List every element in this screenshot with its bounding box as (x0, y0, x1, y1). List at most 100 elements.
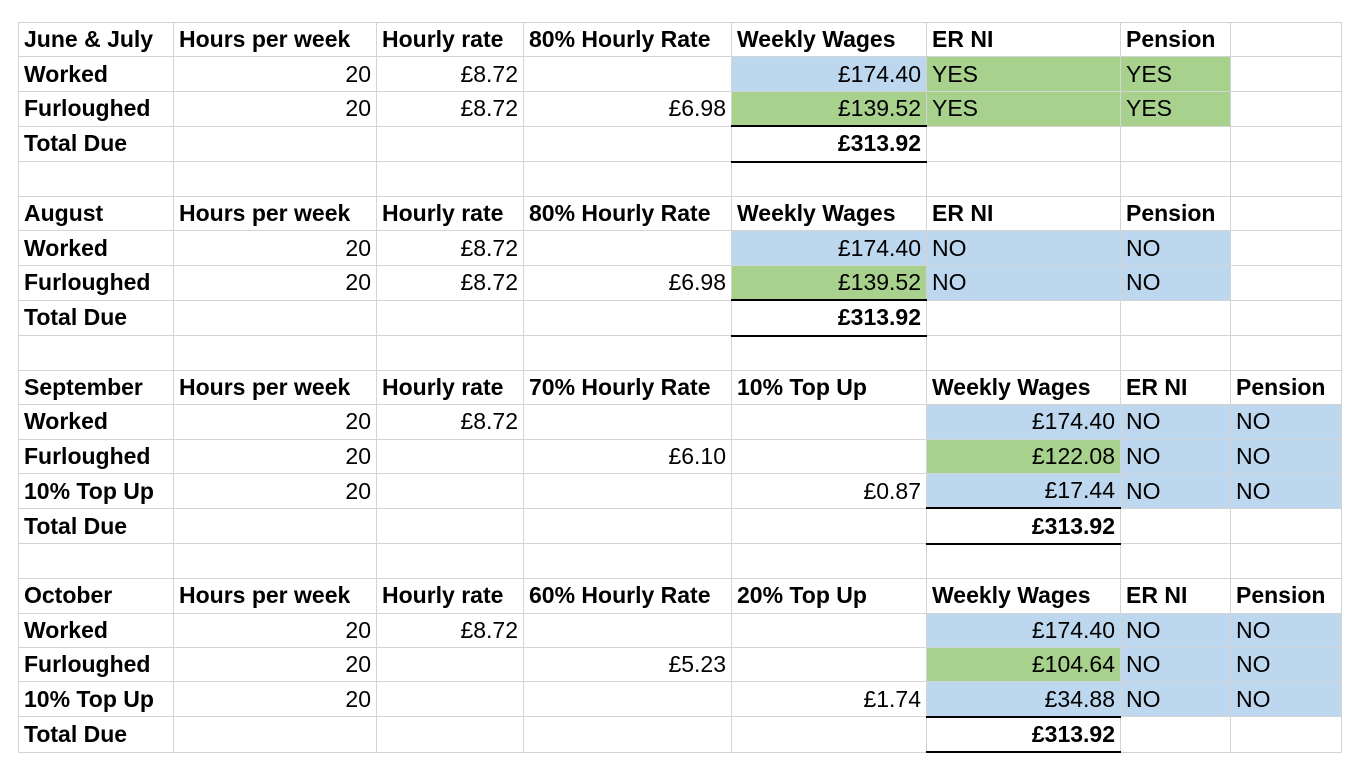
data-cell[interactable] (731, 647, 927, 683)
data-cell[interactable]: £8.72 (376, 56, 524, 92)
data-cell[interactable] (1120, 299, 1231, 337)
data-cell[interactable] (926, 125, 1121, 163)
empty-cell[interactable] (731, 543, 927, 580)
header-cell[interactable]: Hours per week (173, 195, 377, 232)
data-cell[interactable]: £8.72 (376, 264, 524, 301)
header-cell[interactable]: Hourly rate (376, 578, 524, 614)
empty-cell[interactable] (173, 335, 377, 371)
row-label-cell[interactable]: Furloughed (18, 90, 174, 127)
data-cell[interactable] (523, 125, 732, 163)
header-cell[interactable]: 80% Hourly Rate (523, 195, 732, 232)
empty-cell[interactable] (1120, 335, 1231, 371)
data-cell[interactable]: £8.72 (376, 230, 524, 266)
data-cell[interactable] (173, 716, 377, 753)
data-cell[interactable]: 20 (173, 473, 377, 509)
data-cell[interactable]: NO (1120, 681, 1231, 718)
data-cell[interactable] (1230, 230, 1342, 266)
data-cell[interactable]: NO (1120, 438, 1231, 475)
header-cell[interactable]: 20% Top Up (731, 578, 927, 614)
data-cell[interactable] (376, 299, 524, 337)
row-label-cell[interactable]: Furloughed (18, 264, 174, 301)
data-cell[interactable]: £6.10 (523, 438, 732, 475)
empty-cell[interactable] (376, 161, 524, 197)
header-cell[interactable]: Hourly rate (376, 369, 524, 406)
empty-cell[interactable] (731, 161, 927, 197)
header-cell[interactable]: 60% Hourly Rate (523, 578, 732, 614)
data-cell[interactable]: £174.40 (926, 612, 1121, 649)
empty-cell[interactable] (523, 335, 732, 371)
data-cell[interactable] (1230, 56, 1342, 92)
empty-cell[interactable] (523, 543, 732, 580)
header-cell[interactable]: Pension (1120, 21, 1231, 58)
data-cell[interactable]: £139.52 (731, 90, 927, 128)
data-cell[interactable]: £174.40 (926, 404, 1121, 440)
data-cell[interactable] (523, 612, 732, 649)
data-cell[interactable]: YES (926, 90, 1121, 127)
row-label-cell[interactable]: Furloughed (18, 647, 174, 683)
row-label-cell[interactable]: 10% Top Up (18, 473, 174, 509)
total-cell[interactable]: £313.92 (926, 507, 1121, 545)
header-cell[interactable] (1230, 195, 1342, 232)
row-label-cell[interactable]: Worked (18, 404, 174, 440)
data-cell[interactable] (1120, 507, 1231, 545)
data-cell[interactable] (376, 438, 524, 475)
data-cell[interactable] (523, 404, 732, 440)
data-cell[interactable]: £34.88 (926, 681, 1121, 718)
data-cell[interactable]: NO (1230, 473, 1342, 509)
data-cell[interactable]: £6.98 (523, 264, 732, 301)
data-cell[interactable] (376, 716, 524, 753)
header-cell[interactable]: 70% Hourly Rate (523, 369, 732, 406)
data-cell[interactable]: NO (1120, 230, 1231, 266)
data-cell[interactable]: NO (1230, 612, 1342, 649)
data-cell[interactable]: £174.40 (731, 56, 927, 92)
data-cell[interactable] (731, 507, 927, 545)
data-cell[interactable]: NO (1120, 647, 1231, 683)
data-cell[interactable] (1230, 90, 1342, 127)
header-cell[interactable] (1230, 21, 1342, 58)
header-cell[interactable]: Weekly Wages (926, 369, 1121, 406)
data-cell[interactable]: £8.72 (376, 612, 524, 649)
empty-cell[interactable] (1230, 161, 1342, 197)
data-cell[interactable]: 20 (173, 681, 377, 718)
empty-cell[interactable] (1120, 543, 1231, 580)
header-cell[interactable]: 10% Top Up (731, 369, 927, 406)
header-cell[interactable]: ER NI (926, 21, 1121, 58)
header-cell[interactable]: Weekly Wages (731, 21, 927, 58)
data-cell[interactable]: 20 (173, 404, 377, 440)
data-cell[interactable] (523, 56, 732, 92)
row-label-cell[interactable]: Furloughed (18, 438, 174, 475)
data-cell[interactable] (376, 507, 524, 545)
header-cell[interactable]: Pension (1230, 369, 1342, 406)
header-cell[interactable]: ER NI (926, 195, 1121, 232)
empty-cell[interactable] (1230, 543, 1342, 580)
data-cell[interactable]: YES (1120, 90, 1231, 127)
data-cell[interactable]: NO (1230, 681, 1342, 718)
data-cell[interactable]: £104.64 (926, 647, 1121, 683)
data-cell[interactable]: £174.40 (731, 230, 927, 266)
row-label-cell[interactable]: 10% Top Up (18, 681, 174, 718)
row-label-cell[interactable]: Total Due (18, 716, 174, 753)
header-cell[interactable]: Weekly Wages (926, 578, 1121, 614)
data-cell[interactable]: 20 (173, 438, 377, 475)
data-cell[interactable]: NO (1120, 264, 1231, 301)
empty-cell[interactable] (173, 543, 377, 580)
data-cell[interactable]: NO (926, 264, 1121, 301)
data-cell[interactable]: £1.74 (731, 681, 927, 718)
data-cell[interactable]: NO (1230, 438, 1342, 475)
empty-cell[interactable] (926, 161, 1121, 197)
data-cell[interactable]: £5.23 (523, 647, 732, 683)
data-cell[interactable] (523, 299, 732, 337)
data-cell[interactable] (376, 125, 524, 163)
row-label-cell[interactable]: Total Due (18, 299, 174, 337)
row-label-cell[interactable]: Total Due (18, 507, 174, 545)
data-cell[interactable] (1120, 716, 1231, 753)
data-cell[interactable] (926, 299, 1121, 337)
data-cell[interactable] (1230, 299, 1342, 337)
empty-cell[interactable] (18, 161, 174, 197)
data-cell[interactable] (731, 404, 927, 440)
total-cell[interactable]: £313.92 (731, 299, 927, 337)
data-cell[interactable]: NO (926, 230, 1121, 266)
data-cell[interactable] (173, 507, 377, 545)
header-cell[interactable]: Pension (1120, 195, 1231, 232)
data-cell[interactable] (731, 716, 927, 753)
